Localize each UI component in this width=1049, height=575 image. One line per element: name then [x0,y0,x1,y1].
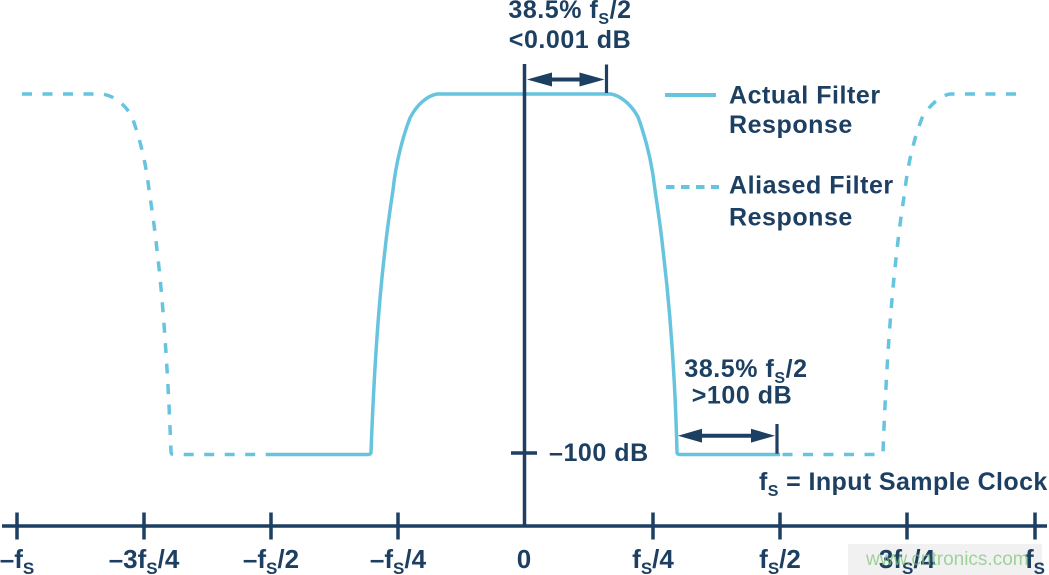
svg-text:Response: Response [729,204,853,232]
svg-text:–fS/2: –fS/2 [243,544,299,575]
svg-text:–3fS/4: –3fS/4 [109,544,180,575]
svg-text:>100 dB: >100 dB [692,382,792,410]
svg-text:<0.001 dB: <0.001 dB [509,26,631,54]
svg-text:fS = Input Sample Clock: fS = Input Sample Clock [759,468,1048,500]
svg-text:fS/4: fS/4 [632,544,674,575]
svg-text:38.5% fS/2: 38.5% fS/2 [684,355,807,387]
svg-text:Actual Filter: Actual Filter [729,82,881,110]
svg-text:0: 0 [517,544,531,574]
svg-text:Response: Response [729,111,853,139]
svg-text:fS/2: fS/2 [759,544,801,575]
svg-text:–100 dB: –100 dB [549,439,649,467]
svg-text:–fS: –fS [0,544,34,575]
svg-text:38.5% fS/2: 38.5% fS/2 [508,0,631,28]
svg-text:Aliased Filter: Aliased Filter [729,172,894,200]
svg-text:www.cntronics.com: www.cntronics.com [865,549,1029,570]
svg-text:–fS/4: –fS/4 [370,544,427,575]
